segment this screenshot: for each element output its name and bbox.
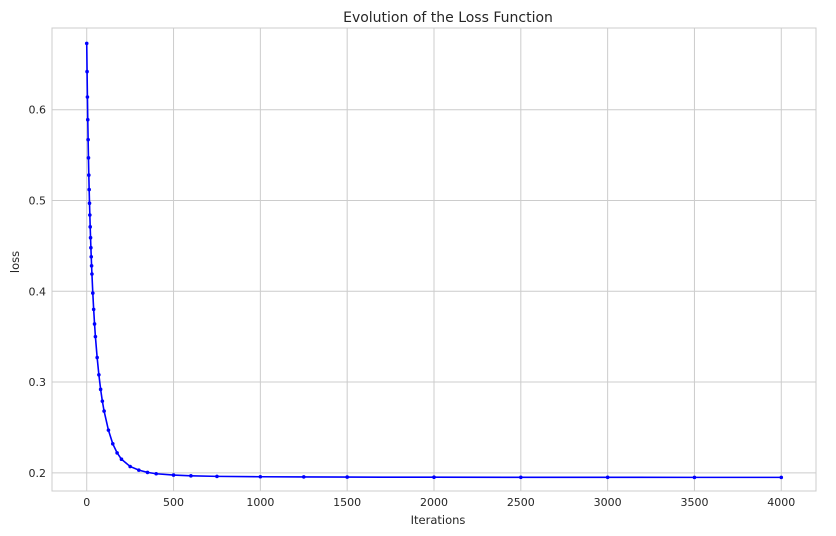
- loss-point: [119, 457, 124, 462]
- loss-point: [84, 41, 89, 46]
- loss-point: [215, 474, 219, 479]
- loss-point: [89, 254, 94, 259]
- loss-point: [171, 473, 176, 477]
- loss-point: [87, 173, 91, 177]
- x-tick-label: 0: [83, 496, 90, 509]
- loss-point: [145, 470, 150, 475]
- loss-point: [98, 387, 103, 392]
- loss-point: [779, 475, 784, 480]
- loss-point: [85, 95, 90, 99]
- y-tick-label: 0.5: [29, 194, 47, 207]
- loss-point: [128, 464, 132, 469]
- loss-point: [86, 137, 90, 142]
- loss-point: [91, 291, 95, 295]
- x-tick-label: 500: [163, 496, 184, 509]
- loss-point: [88, 235, 93, 240]
- loss-point: [97, 373, 101, 377]
- loss-point: [102, 409, 106, 413]
- y-axis-label: loss: [8, 251, 22, 273]
- loss-point: [301, 475, 306, 479]
- x-axis-label: Iterations: [411, 513, 466, 527]
- y-tick-label: 0.6: [29, 104, 47, 117]
- loss-point: [91, 307, 96, 312]
- x-tick-label: 3500: [680, 496, 708, 509]
- plot-frame: [51, 27, 817, 492]
- loss-point: [519, 475, 523, 480]
- loss-point: [87, 201, 92, 206]
- y-tick-label: 0.4: [29, 285, 47, 298]
- x-tick-label: 4000: [767, 496, 795, 509]
- y-tick-labels: 0.2 0.3 0.4 0.5 0.6: [29, 104, 47, 480]
- loss-point: [110, 441, 115, 446]
- loss-point: [90, 272, 94, 276]
- loss-point: [189, 474, 193, 478]
- loss-point: [95, 355, 99, 360]
- x-tick-label: 2000: [420, 496, 448, 509]
- loss-point: [87, 187, 91, 192]
- loss-point: [85, 69, 89, 74]
- x-tick-label: 3000: [594, 496, 622, 509]
- x-tick-label: 2500: [507, 496, 535, 509]
- loss-point: [432, 475, 436, 480]
- loss-point: [115, 451, 119, 455]
- loss-series-line: [85, 43, 782, 479]
- loss-point: [137, 468, 141, 472]
- loss-point: [85, 117, 90, 122]
- line-layer: [85, 43, 782, 479]
- grid: [52, 28, 816, 491]
- x-tick-label: 1500: [333, 496, 361, 509]
- loss-point: [93, 334, 98, 339]
- loss-point: [258, 474, 263, 479]
- loss-point: [89, 264, 94, 268]
- loss-point: [605, 475, 610, 480]
- x-tick-labels: 0 500 1000 1500 2000 2500 3000 3500 4000: [83, 496, 795, 509]
- loss-point: [92, 322, 97, 326]
- loss-point: [106, 428, 111, 432]
- y-tick-label: 0.2: [29, 467, 47, 480]
- marker-layer: [84, 41, 784, 480]
- loss-point: [345, 475, 349, 479]
- y-tick-label: 0.3: [29, 376, 47, 389]
- chart-title: Evolution of the Loss Function: [343, 10, 553, 26]
- x-tick-label: 1000: [246, 496, 274, 509]
- loss-point: [88, 213, 92, 217]
- loss-point: [86, 156, 91, 160]
- loss-point: [692, 475, 697, 480]
- loss-point: [88, 225, 92, 229]
- loss-point: [100, 399, 105, 403]
- loss-point: [154, 471, 158, 476]
- loss-point: [89, 245, 93, 250]
